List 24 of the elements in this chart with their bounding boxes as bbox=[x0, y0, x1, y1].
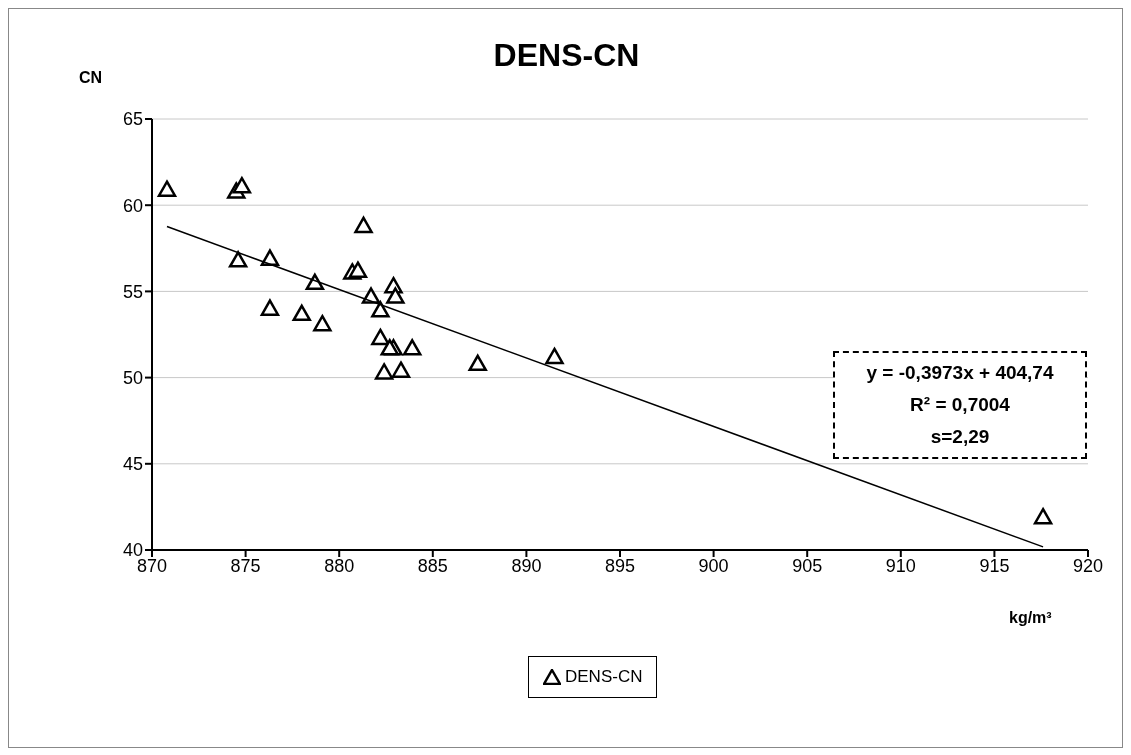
x-tick-label: 915 bbox=[979, 555, 1010, 576]
y-tick-label: 65 bbox=[122, 109, 143, 130]
x-axis-title: kg/m³ bbox=[1009, 609, 1052, 627]
dashed-text-box: y = -0,3973x + 404,74 R² = 0,7004 s=2,29 bbox=[833, 351, 1087, 459]
x-tick-label: 890 bbox=[511, 555, 542, 576]
x-tick-label: 895 bbox=[604, 555, 636, 576]
y-tick-label: 60 bbox=[122, 195, 143, 216]
x-tick-label: 920 bbox=[1072, 555, 1104, 576]
y-tick-label: 45 bbox=[122, 454, 143, 475]
x-tick-label: 875 bbox=[230, 555, 261, 576]
x-tick-label: 910 bbox=[885, 555, 916, 576]
x-tick-label: 880 bbox=[324, 555, 355, 576]
x-tick-label: 870 bbox=[136, 555, 168, 576]
x-tick-label: 900 bbox=[698, 555, 729, 576]
x-tick-label: 885 bbox=[417, 555, 448, 576]
annotation: s=2,29 bbox=[929, 425, 991, 449]
annotation: R² = 0,7004 bbox=[909, 393, 1011, 417]
y-tick-label: 55 bbox=[122, 281, 143, 302]
annotation: y = -0,3973x + 404,74 bbox=[865, 361, 1055, 385]
chart-title: DENS-CN bbox=[493, 37, 640, 73]
x-tick-label: 905 bbox=[792, 555, 823, 576]
y-tick-label: 50 bbox=[122, 367, 143, 388]
legend-label: DENS-CN bbox=[565, 667, 643, 687]
y-axis-title: CN bbox=[79, 69, 103, 87]
